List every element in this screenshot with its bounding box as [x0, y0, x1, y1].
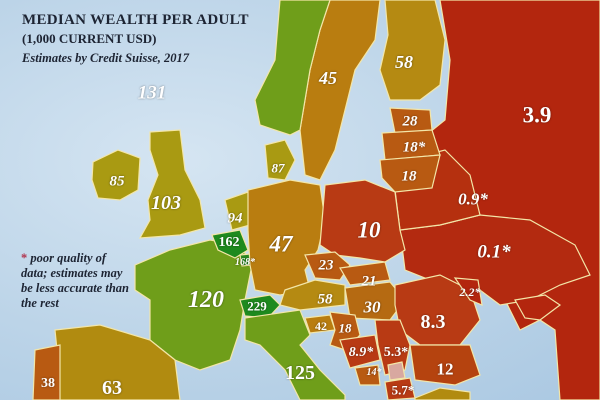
region-poland — [319, 179, 406, 263]
region-switzerland — [239, 294, 281, 319]
region-norway — [254, 0, 331, 136]
region-bulgaria — [409, 344, 481, 386]
label-slovenia: 42 — [315, 319, 327, 333]
label-france: 120 — [188, 287, 224, 313]
footnote-marker: * — [21, 251, 28, 265]
label-serbia: 5.3* — [383, 345, 409, 360]
region-lithuania — [379, 154, 441, 193]
label-russia: 3.9 — [522, 102, 552, 128]
label-luxembourg: 168* — [235, 257, 255, 268]
region-finland — [379, 0, 446, 101]
region-montenegro — [354, 364, 381, 386]
label-italy: 125 — [285, 362, 315, 384]
label-uk: 103 — [151, 192, 181, 214]
label-hungary: 30 — [363, 297, 381, 317]
region-ireland — [91, 149, 141, 201]
label-netherlands: 94 — [227, 210, 243, 227]
region-denmark — [264, 139, 296, 181]
region-crimea — [514, 294, 562, 321]
label-romania: 8.3 — [420, 311, 446, 333]
label-spain: 63 — [102, 377, 122, 399]
label-germany: 47 — [269, 231, 293, 257]
footnote: * poor quality of data; estimates may be… — [21, 251, 131, 311]
label-slovakia: 21 — [361, 273, 377, 290]
label-austria: 58 — [317, 291, 333, 308]
label-portugal: 38 — [41, 376, 55, 391]
title-line-2: (1,000 CURRENT USD) — [22, 31, 157, 46]
label-latvia: 18* — [402, 139, 426, 156]
region-belgium — [211, 229, 249, 259]
label-bulgaria: 12 — [436, 359, 454, 379]
title-line-1: MEDIAN WEALTH PER ADULT — [22, 12, 249, 28]
region-italy — [244, 309, 346, 400]
region-germany — [247, 179, 326, 296]
label-ireland: 85 — [109, 173, 125, 190]
region-serbia — [374, 319, 411, 376]
label-ukraine: 0.1* — [477, 241, 511, 263]
label-switzerland: 229 — [247, 298, 267, 314]
label-lithuania: 18 — [401, 168, 417, 185]
region-kosovo — [387, 361, 406, 381]
label-finland: 58 — [395, 52, 413, 72]
footnote-text: poor quality of data; estimates may be l… — [21, 251, 129, 310]
label-poland: 10 — [357, 217, 381, 243]
region-bosnia — [339, 334, 381, 369]
label-sweden: 45 — [319, 68, 337, 88]
label-belarus: 0.9* — [458, 189, 488, 209]
label-norway: 131 — [137, 82, 167, 104]
label-czech: 23 — [318, 257, 334, 274]
label-montenegro: 14* — [366, 367, 382, 378]
region-greece — [414, 387, 471, 400]
region-uk — [138, 129, 206, 239]
label-bosnia: 8.9* — [348, 345, 374, 360]
region-portugal — [32, 344, 61, 400]
label-estonia: 28 — [402, 113, 418, 130]
region-slovakia — [339, 261, 391, 286]
label-moldova: 2.2* — [459, 285, 481, 299]
title-source: Estimates by Credit Suisse, 2017 — [22, 51, 190, 65]
label-denmark: 87 — [271, 160, 285, 176]
map-title: MEDIAN WEALTH PER ADULT (1,000 CURRENT U… — [22, 12, 249, 66]
region-moldova — [453, 277, 483, 306]
label-belgium: 162 — [218, 235, 240, 250]
label-croatia: 18 — [338, 320, 352, 336]
label-macedonia: 5.7* — [391, 382, 415, 398]
